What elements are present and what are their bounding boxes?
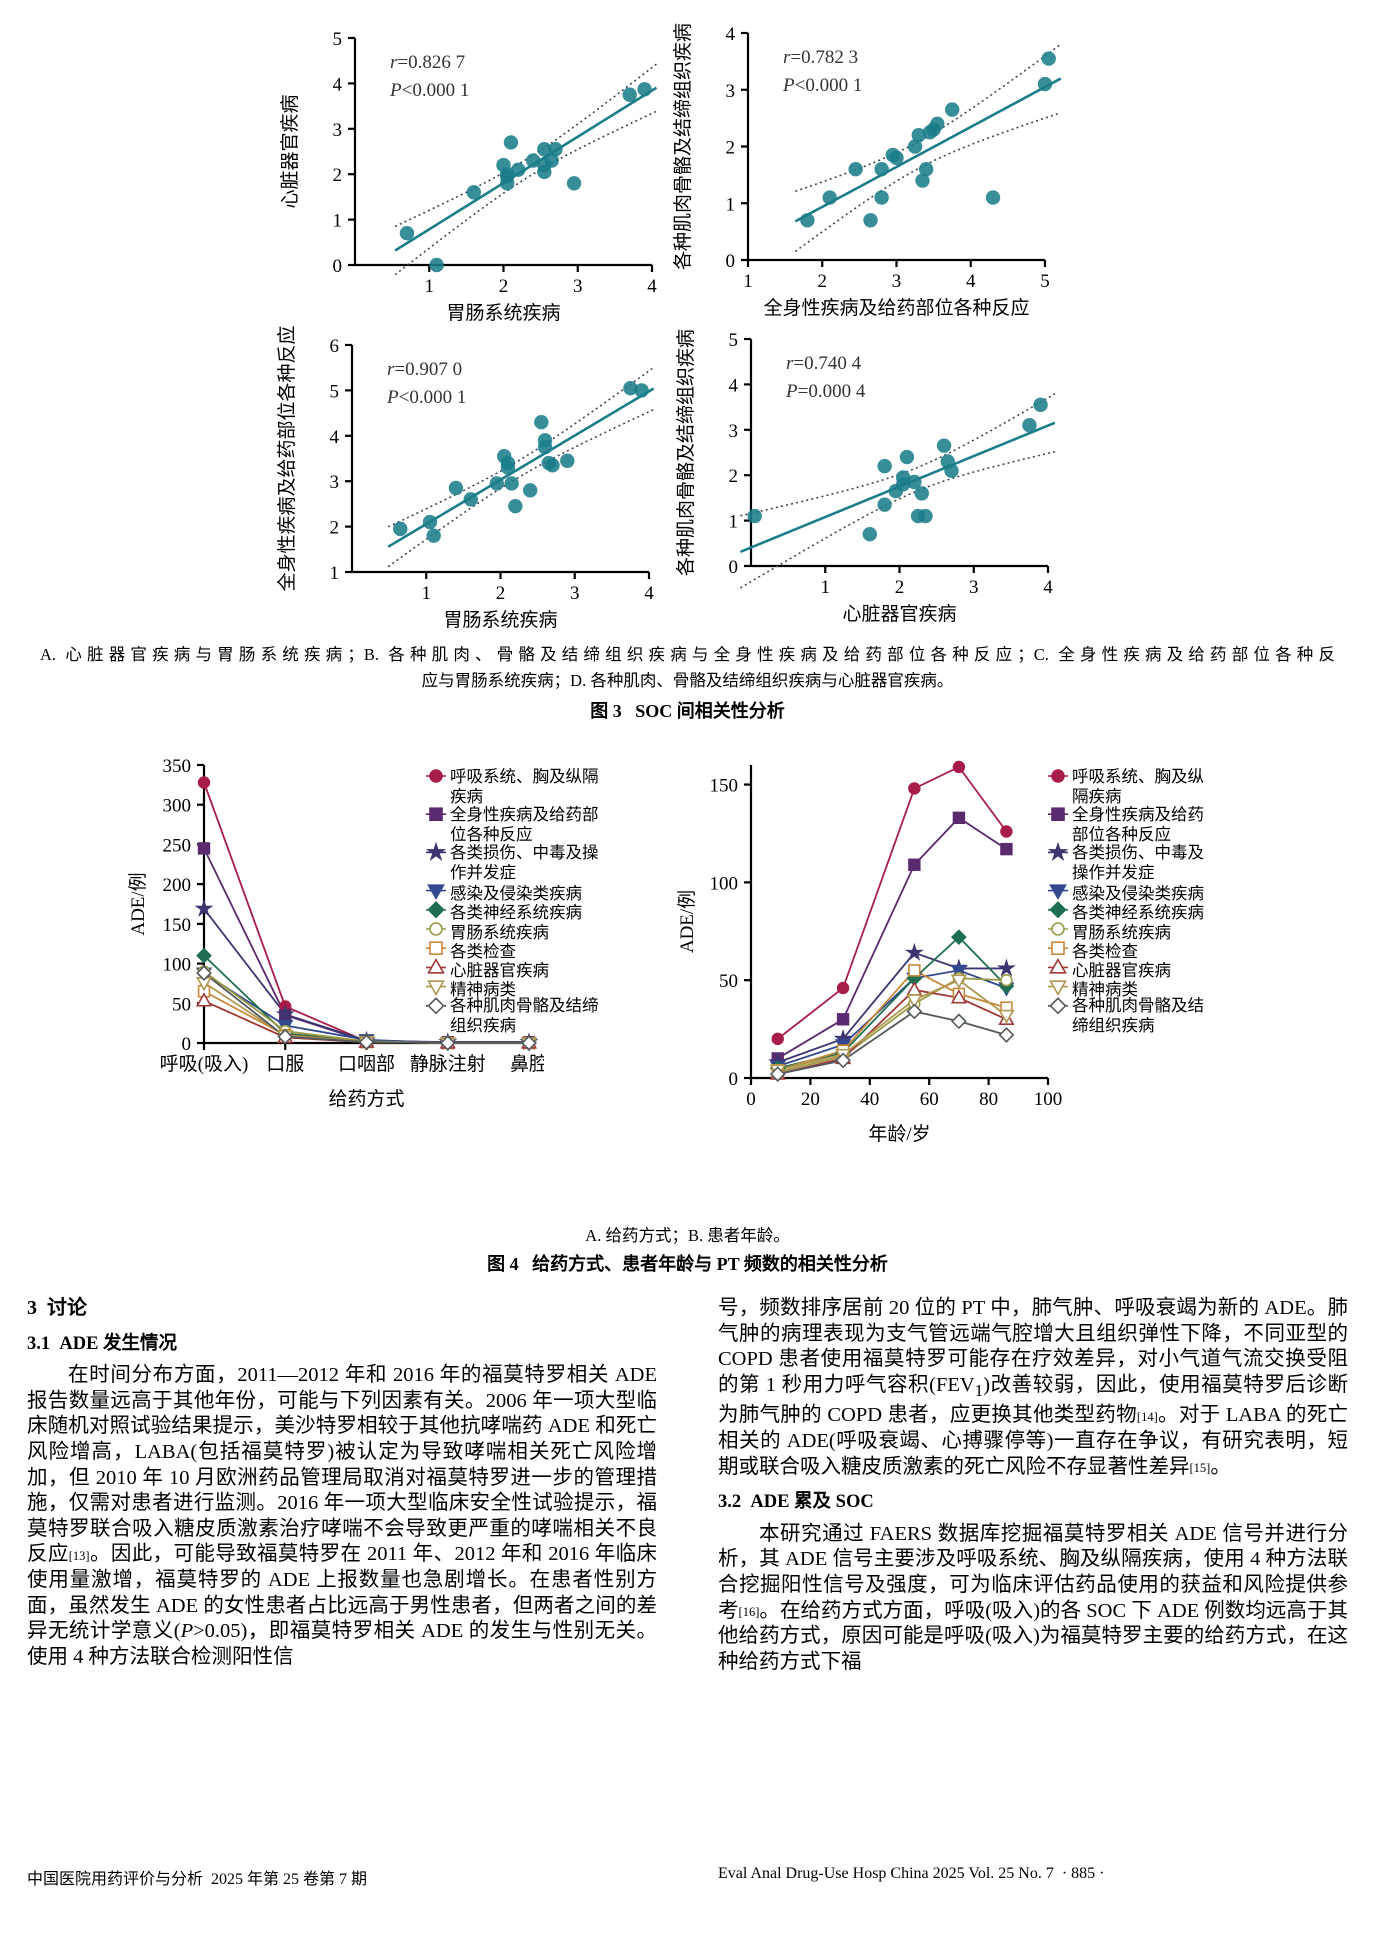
svg-text:20: 20 xyxy=(801,1089,820,1110)
svg-text:P<0.000 1: P<0.000 1 xyxy=(389,80,469,101)
svg-text:年龄/岁: 年龄/岁 xyxy=(868,1123,930,1145)
svg-text:50: 50 xyxy=(172,994,191,1015)
svg-text:150: 150 xyxy=(710,776,739,797)
svg-text:5: 5 xyxy=(1040,271,1050,292)
svg-text:4: 4 xyxy=(333,74,343,95)
svg-text:80: 80 xyxy=(979,1089,998,1110)
svg-text:口服: 口服 xyxy=(266,1054,304,1075)
svg-text:ADE/例: ADE/例 xyxy=(676,890,698,953)
svg-text:2: 2 xyxy=(496,583,506,604)
svg-text:P<0.000 1: P<0.000 1 xyxy=(782,75,862,96)
svg-text:5: 5 xyxy=(333,29,343,50)
svg-text:100: 100 xyxy=(1034,1089,1063,1110)
svg-text:4: 4 xyxy=(729,375,739,396)
svg-text:r=0.740 4: r=0.740 4 xyxy=(786,353,862,374)
svg-text:3: 3 xyxy=(330,472,340,493)
svg-text:2: 2 xyxy=(333,165,343,186)
svg-text:3: 3 xyxy=(729,421,739,442)
svg-text:250: 250 xyxy=(163,835,192,856)
svg-text:各种肌肉骨骼及结缔组织疾病: 各种肌肉骨骼及结缔组织疾病 xyxy=(675,329,697,576)
svg-text:呼吸(吸入): 呼吸(吸入) xyxy=(160,1053,249,1075)
svg-text:给药方式: 给药方式 xyxy=(328,1088,404,1110)
svg-text:3: 3 xyxy=(573,276,583,297)
svg-text:P=0.000 4: P=0.000 4 xyxy=(785,381,866,402)
svg-text:心脏器官疾病: 心脏器官疾病 xyxy=(842,603,956,625)
svg-text:2: 2 xyxy=(729,466,739,487)
svg-text:40: 40 xyxy=(860,1089,879,1110)
svg-text:2: 2 xyxy=(330,518,340,539)
svg-text:4: 4 xyxy=(330,427,340,448)
svg-text:4: 4 xyxy=(647,276,657,297)
svg-text:心脏器官疾病: 心脏器官疾病 xyxy=(279,94,301,208)
svg-text:1: 1 xyxy=(425,276,435,297)
svg-text:1: 1 xyxy=(330,563,340,584)
svg-text:150: 150 xyxy=(163,915,192,936)
svg-text:300: 300 xyxy=(163,796,192,817)
svg-text:0: 0 xyxy=(729,557,739,578)
svg-text:50: 50 xyxy=(719,971,738,992)
svg-text:4: 4 xyxy=(644,583,654,604)
svg-text:3: 3 xyxy=(892,271,902,292)
svg-text:全身性疾病及给药部位各种反应: 全身性疾病及给药部位各种反应 xyxy=(276,325,298,591)
svg-text:r=0.907 0: r=0.907 0 xyxy=(387,359,462,380)
svg-text:2: 2 xyxy=(726,138,736,159)
svg-text:4: 4 xyxy=(726,24,736,45)
svg-text:ADE/例: ADE/例 xyxy=(127,872,149,935)
svg-text:P<0.000 1: P<0.000 1 xyxy=(386,387,466,408)
svg-text:350: 350 xyxy=(163,756,192,777)
svg-text:100: 100 xyxy=(710,873,739,894)
svg-text:1: 1 xyxy=(422,583,432,604)
svg-text:200: 200 xyxy=(163,875,192,896)
svg-text:100: 100 xyxy=(163,955,192,976)
svg-text:3: 3 xyxy=(570,583,580,604)
svg-text:3: 3 xyxy=(969,577,979,598)
svg-text:2: 2 xyxy=(818,271,828,292)
svg-text:2: 2 xyxy=(895,577,905,598)
svg-text:4: 4 xyxy=(966,271,976,292)
svg-text:1: 1 xyxy=(729,512,739,533)
svg-text:1: 1 xyxy=(726,194,736,215)
svg-text:0: 0 xyxy=(182,1034,192,1055)
svg-text:0: 0 xyxy=(726,251,736,272)
svg-text:0: 0 xyxy=(746,1089,756,1110)
svg-text:3: 3 xyxy=(333,120,343,141)
svg-text:6: 6 xyxy=(330,336,340,357)
svg-text:1: 1 xyxy=(743,271,753,292)
svg-text:60: 60 xyxy=(920,1089,939,1110)
svg-text:5: 5 xyxy=(729,330,739,351)
svg-text:r=0.826 7: r=0.826 7 xyxy=(390,52,465,73)
svg-text:1: 1 xyxy=(333,211,343,232)
svg-text:2: 2 xyxy=(499,276,509,297)
svg-text:5: 5 xyxy=(330,381,340,402)
svg-text:1: 1 xyxy=(821,577,831,598)
svg-text:3: 3 xyxy=(726,81,736,102)
svg-text:0: 0 xyxy=(729,1069,739,1090)
svg-text:0: 0 xyxy=(333,256,343,277)
svg-text:各种肌肉骨骼及结缔组织疾病: 各种肌肉骨骼及结缔组织疾病 xyxy=(672,23,694,270)
svg-text:4: 4 xyxy=(1043,577,1053,598)
svg-text:r=0.782 3: r=0.782 3 xyxy=(783,47,858,68)
svg-text:胃肠系统疾病: 胃肠系统疾病 xyxy=(443,609,557,631)
svg-text:口咽部: 口咽部 xyxy=(338,1053,395,1075)
